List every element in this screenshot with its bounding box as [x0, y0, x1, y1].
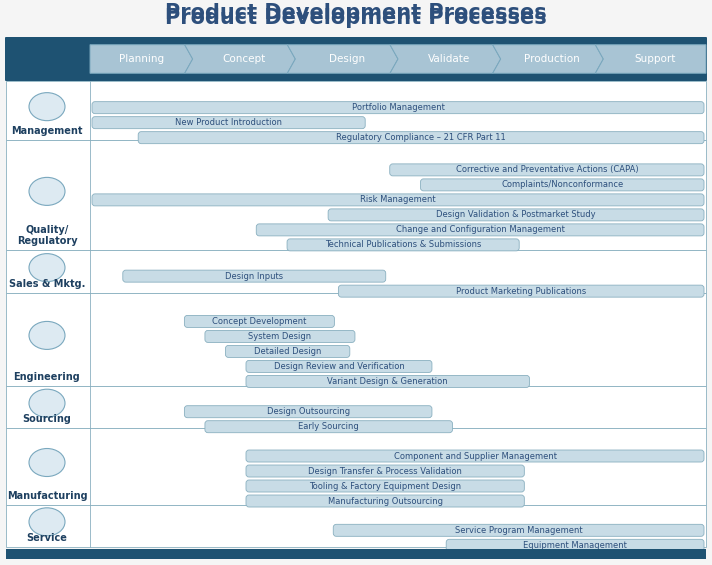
- Ellipse shape: [29, 389, 65, 417]
- Text: Component and Supplier Management: Component and Supplier Management: [394, 451, 557, 460]
- Ellipse shape: [29, 254, 65, 281]
- Text: Concept Development: Concept Development: [212, 317, 307, 326]
- FancyBboxPatch shape: [246, 450, 704, 462]
- FancyBboxPatch shape: [184, 406, 432, 418]
- FancyBboxPatch shape: [138, 132, 704, 144]
- Text: Design Outsourcing: Design Outsourcing: [266, 407, 350, 416]
- Text: Design: Design: [329, 54, 365, 64]
- FancyBboxPatch shape: [338, 285, 704, 297]
- Text: Early Sourcing: Early Sourcing: [298, 422, 359, 431]
- FancyBboxPatch shape: [92, 116, 365, 129]
- FancyBboxPatch shape: [256, 224, 704, 236]
- Text: Portfolio Management: Portfolio Management: [352, 103, 444, 112]
- Text: Design Validation & Postmarket Study: Design Validation & Postmarket Study: [436, 210, 596, 219]
- Polygon shape: [90, 45, 193, 73]
- Text: Quality/
Regulatory: Quality/ Regulatory: [16, 225, 78, 246]
- Text: Service Program Management: Service Program Management: [455, 526, 582, 535]
- Polygon shape: [493, 45, 603, 73]
- Text: Product Marketing Publications: Product Marketing Publications: [456, 286, 586, 295]
- Ellipse shape: [29, 177, 65, 206]
- FancyBboxPatch shape: [6, 428, 706, 505]
- Text: Support: Support: [634, 54, 676, 64]
- Text: Change and Configuration Management: Change and Configuration Management: [396, 225, 565, 234]
- FancyBboxPatch shape: [122, 270, 386, 282]
- Text: Equipment Management: Equipment Management: [523, 541, 627, 550]
- Polygon shape: [595, 45, 706, 73]
- Text: Regulatory Compliance – 21 CFR Part 11: Regulatory Compliance – 21 CFR Part 11: [336, 133, 506, 142]
- Text: Risk Management: Risk Management: [360, 195, 436, 205]
- Text: Manufacturing Outsourcing: Manufacturing Outsourcing: [328, 497, 443, 506]
- Text: Technical Publications & Submissions: Technical Publications & Submissions: [325, 240, 481, 249]
- FancyBboxPatch shape: [6, 386, 706, 428]
- Text: Engineering: Engineering: [14, 372, 80, 382]
- Text: Design Inputs: Design Inputs: [225, 272, 283, 281]
- FancyBboxPatch shape: [246, 375, 530, 388]
- FancyBboxPatch shape: [92, 194, 704, 206]
- Text: Concept: Concept: [222, 54, 266, 64]
- Ellipse shape: [29, 508, 65, 536]
- Text: Product Development Processes: Product Development Processes: [165, 3, 547, 23]
- Text: Design Review and Verification: Design Review and Verification: [273, 362, 404, 371]
- FancyBboxPatch shape: [333, 524, 704, 536]
- Text: Corrective and Preventative Actions (CAPA): Corrective and Preventative Actions (CAP…: [456, 166, 638, 175]
- Ellipse shape: [29, 321, 65, 349]
- Ellipse shape: [29, 449, 65, 476]
- Text: Validate: Validate: [428, 54, 471, 64]
- FancyBboxPatch shape: [246, 360, 432, 372]
- FancyBboxPatch shape: [6, 505, 706, 547]
- FancyBboxPatch shape: [226, 345, 350, 358]
- Text: Tooling & Factory Equipment Design: Tooling & Factory Equipment Design: [309, 481, 461, 490]
- Text: Service: Service: [26, 533, 68, 543]
- Polygon shape: [184, 45, 295, 73]
- FancyBboxPatch shape: [287, 239, 519, 251]
- Text: Planning: Planning: [119, 54, 164, 64]
- FancyBboxPatch shape: [92, 102, 704, 114]
- FancyBboxPatch shape: [246, 465, 524, 477]
- Text: Variant Design & Generation: Variant Design & Generation: [328, 377, 448, 386]
- FancyBboxPatch shape: [246, 495, 524, 507]
- Text: System Design: System Design: [248, 332, 311, 341]
- FancyBboxPatch shape: [5, 37, 707, 81]
- FancyBboxPatch shape: [205, 421, 452, 433]
- FancyBboxPatch shape: [421, 179, 704, 191]
- FancyBboxPatch shape: [246, 480, 524, 492]
- FancyBboxPatch shape: [184, 315, 335, 328]
- FancyBboxPatch shape: [6, 81, 706, 140]
- FancyBboxPatch shape: [6, 140, 706, 250]
- FancyBboxPatch shape: [6, 293, 706, 386]
- Text: Design Transfer & Process Validation: Design Transfer & Process Validation: [308, 467, 462, 476]
- Polygon shape: [390, 45, 501, 73]
- Text: Production: Production: [524, 54, 580, 64]
- FancyBboxPatch shape: [6, 250, 706, 293]
- Text: Detailed Design: Detailed Design: [254, 347, 321, 356]
- Text: Management: Management: [11, 127, 83, 136]
- Polygon shape: [288, 45, 398, 73]
- FancyBboxPatch shape: [328, 209, 704, 221]
- FancyBboxPatch shape: [6, 549, 706, 559]
- Text: Product Development Processes: Product Development Processes: [165, 8, 547, 28]
- FancyBboxPatch shape: [205, 331, 355, 342]
- FancyBboxPatch shape: [389, 164, 704, 176]
- Text: Complaints/Nonconformance: Complaints/Nonconformance: [501, 180, 624, 189]
- FancyBboxPatch shape: [446, 540, 704, 551]
- Ellipse shape: [29, 93, 65, 121]
- Text: New Product Introduction: New Product Introduction: [175, 118, 282, 127]
- Text: Sales & Mktg.: Sales & Mktg.: [9, 279, 85, 289]
- Text: Manufacturing: Manufacturing: [6, 490, 88, 501]
- Text: Sourcing: Sourcing: [23, 414, 71, 424]
